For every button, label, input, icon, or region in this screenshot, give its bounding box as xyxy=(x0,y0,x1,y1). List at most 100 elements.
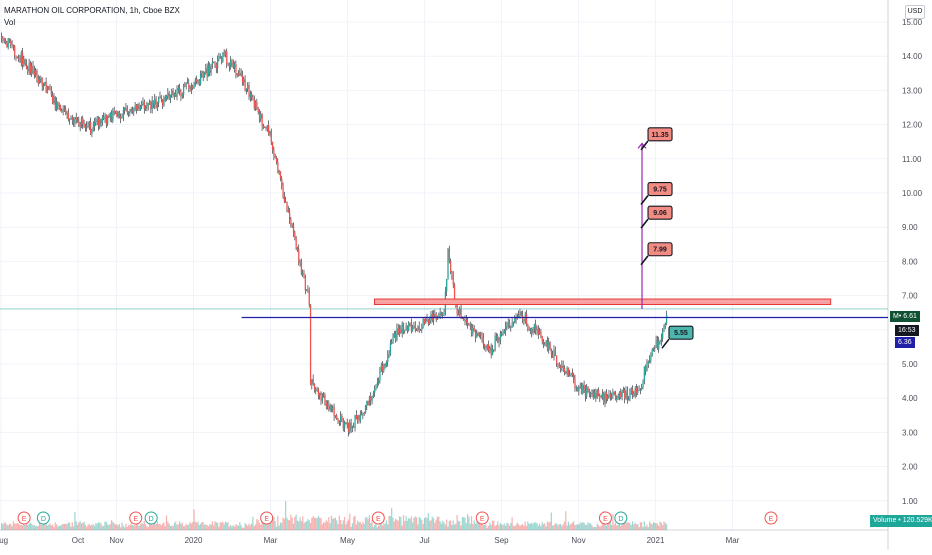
volume-bar xyxy=(525,526,528,530)
volume-bar xyxy=(538,523,541,530)
candle-body xyxy=(10,40,12,45)
volume-bar xyxy=(340,519,342,530)
candle-body xyxy=(540,331,542,336)
volume-bar xyxy=(308,520,310,530)
volume-bar xyxy=(347,519,350,530)
candle-body xyxy=(397,328,399,335)
callout-pointer xyxy=(661,338,670,349)
volume-bar xyxy=(414,516,416,530)
candle-body xyxy=(41,77,43,87)
volume-bar xyxy=(45,523,47,530)
earnings-event-icon[interactable]: E xyxy=(475,511,489,525)
candle-body xyxy=(578,387,580,392)
event-circle xyxy=(17,511,31,525)
price-axis-tick-label: 3.00 xyxy=(902,428,918,437)
event-circle xyxy=(598,511,612,525)
volume-bar xyxy=(566,525,568,530)
volume-bar xyxy=(346,521,348,530)
countdown-tag: 16:53 xyxy=(895,325,919,336)
volume-bar xyxy=(66,524,68,530)
volume-bar xyxy=(447,526,449,530)
symbol-title[interactable]: MARATHON OIL CORPORATION, 1h, Cboe BZX xyxy=(4,6,180,15)
volume-bar xyxy=(380,520,382,530)
volume-bar xyxy=(599,526,601,530)
volume-bar xyxy=(578,524,580,530)
event-letter: E xyxy=(133,516,138,523)
candle-body xyxy=(529,328,532,331)
volume-bar xyxy=(431,516,433,530)
volume-bar xyxy=(660,522,662,530)
volume-bar xyxy=(514,526,516,530)
volume-bar xyxy=(11,526,13,530)
earnings-event-icon[interactable]: E xyxy=(371,511,385,525)
earnings-event-icon[interactable]: E xyxy=(17,511,31,525)
volume-bar xyxy=(359,521,361,530)
candle-body xyxy=(227,63,229,65)
candle-body xyxy=(150,101,152,110)
earnings-event-icon[interactable]: E xyxy=(764,511,778,525)
candle-body xyxy=(131,110,134,112)
volume-bar xyxy=(71,522,73,530)
candle-body xyxy=(257,108,259,113)
earnings-event-icon[interactable]: E xyxy=(260,511,274,525)
volume-bar xyxy=(53,527,55,530)
volume-bar xyxy=(207,526,210,530)
volume-bar xyxy=(70,526,72,530)
volume-bar xyxy=(477,523,479,530)
volume-bar xyxy=(353,516,355,530)
volume-bar xyxy=(307,519,309,530)
price-axis-tick-label: 8.00 xyxy=(902,257,918,266)
volume-bar xyxy=(478,520,480,530)
volume-bar xyxy=(604,524,606,530)
volume-bar xyxy=(532,523,534,530)
candle-body xyxy=(324,394,326,403)
candle-body xyxy=(507,322,509,325)
volume-bar xyxy=(482,525,484,530)
volume-bar xyxy=(294,516,296,530)
candle-body xyxy=(144,106,147,109)
volume-bar xyxy=(631,521,634,530)
earnings-event-icon[interactable]: E xyxy=(598,511,612,525)
volume-bar xyxy=(269,520,271,530)
currency-button[interactable]: USD xyxy=(905,5,925,19)
candle-body xyxy=(523,319,525,322)
volume-bar xyxy=(642,527,644,530)
volume-bar xyxy=(279,522,282,530)
volume-bar xyxy=(639,522,641,530)
candle-body xyxy=(630,389,632,393)
volume-bar xyxy=(32,525,34,530)
earnings-event-icon[interactable]: E xyxy=(129,511,143,525)
candle-body xyxy=(48,86,50,90)
volume-bar xyxy=(252,516,254,530)
volume-bar xyxy=(558,524,560,530)
candle-body xyxy=(498,339,500,343)
dividend-event-icon[interactable]: D xyxy=(36,511,50,525)
volume-bar xyxy=(184,525,186,530)
volume-bar xyxy=(556,523,558,530)
volume-bar xyxy=(125,523,127,530)
volume-bar xyxy=(190,523,193,530)
candle-body xyxy=(86,126,88,128)
volume-bar xyxy=(169,526,172,530)
volume-bar xyxy=(146,526,148,530)
volume-indicator-title[interactable]: Vol xyxy=(4,18,16,27)
candle-body xyxy=(261,113,263,126)
dividend-event-icon[interactable]: D xyxy=(144,511,158,525)
volume-bar xyxy=(292,523,295,530)
volume-bar xyxy=(508,525,511,530)
volume-bar xyxy=(408,518,410,530)
event-letter: D xyxy=(41,516,46,523)
candle-body xyxy=(440,312,443,316)
volume-bar xyxy=(61,524,63,530)
volume-bar xyxy=(601,523,604,530)
volume-bar xyxy=(383,523,385,530)
dividend-event-icon[interactable]: D xyxy=(614,511,628,525)
candle-body xyxy=(469,325,471,326)
candle-body xyxy=(184,85,186,87)
volume-bar xyxy=(468,516,470,530)
volume-bar xyxy=(645,526,647,530)
candle-body xyxy=(642,381,644,387)
price-axis-tick-label: 14.00 xyxy=(902,52,923,61)
